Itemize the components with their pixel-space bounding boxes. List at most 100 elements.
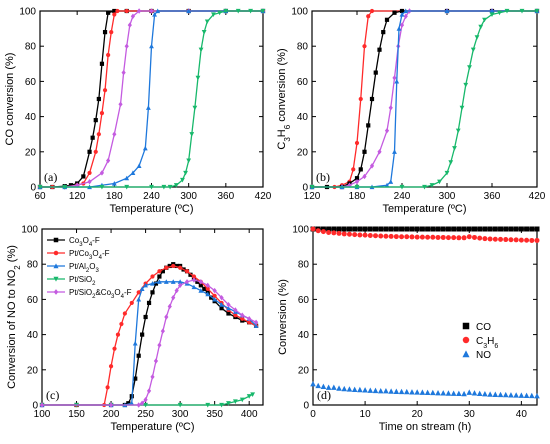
data-point: [189, 132, 195, 137]
data-point: [508, 392, 514, 398]
data-point: [106, 10, 111, 15]
data-point: [482, 236, 488, 242]
data-point: [336, 226, 342, 232]
series-line: [312, 10, 537, 188]
data-point: [534, 237, 540, 243]
data-point: [377, 47, 382, 52]
y-tick-label: 0: [30, 183, 36, 194]
data-point: [534, 226, 540, 232]
x-axis-label: Temperature (ºC): [109, 203, 193, 215]
data-point: [186, 158, 192, 164]
data-point: [157, 274, 162, 279]
data-point: [153, 281, 159, 286]
x-tick-label: 40: [516, 409, 528, 420]
data-point: [247, 316, 252, 322]
series-pt-co3o4-f: [309, 8, 540, 190]
data-point: [399, 8, 405, 14]
series-no: [310, 380, 540, 399]
data-point: [519, 8, 525, 14]
data-point: [354, 179, 360, 185]
data-point: [99, 170, 105, 176]
data-point: [178, 282, 183, 289]
data-point: [444, 8, 450, 14]
data-point: [146, 388, 152, 394]
data-point: [425, 234, 431, 240]
data-point: [378, 226, 384, 232]
data-point: [430, 389, 436, 396]
data-point: [174, 287, 179, 294]
data-point: [177, 402, 183, 408]
series-line: [42, 263, 257, 406]
legend-label: C3H6: [476, 336, 498, 350]
data-point: [369, 8, 375, 14]
legend-marker: [462, 336, 470, 344]
data-point: [487, 226, 493, 232]
data-point: [445, 390, 452, 396]
y-tick-label: 100: [19, 7, 36, 18]
data-point: [99, 184, 105, 190]
legend-label: Pt/SiO2: [69, 275, 96, 287]
series-line: [42, 265, 257, 406]
legend-label: Pt/Co3O4-F: [69, 249, 110, 261]
data-point: [167, 263, 172, 269]
legend-marker: [53, 276, 59, 282]
data-point: [219, 402, 224, 408]
series-co3o4-f: [37, 8, 266, 190]
data-point: [150, 274, 155, 279]
data-point: [503, 237, 509, 243]
data-point: [351, 167, 356, 172]
data-point: [171, 294, 176, 301]
data-point: [239, 397, 245, 403]
data-point: [140, 332, 145, 337]
data-point: [445, 235, 451, 241]
data-point: [471, 226, 477, 232]
data-point: [150, 374, 155, 380]
data-point: [198, 288, 204, 293]
data-point: [112, 346, 117, 351]
y-axis-label: Conversion (%): [277, 279, 289, 355]
x-tick-label: 240: [143, 191, 160, 202]
data-point: [198, 47, 204, 53]
data-point: [167, 303, 172, 310]
data-point: [136, 290, 141, 295]
data-point: [106, 157, 111, 164]
data-point: [435, 389, 441, 396]
series-pt-al2o3: [37, 8, 266, 190]
data-point: [424, 389, 431, 396]
y-tick-label: 100: [292, 225, 309, 236]
data-point: [219, 302, 224, 307]
data-point: [440, 390, 447, 396]
data-point: [136, 353, 141, 358]
x-tick-label: 300: [172, 409, 189, 420]
data-point: [430, 226, 436, 232]
x-tick-label: 400: [241, 409, 258, 420]
series-line: [40, 10, 263, 188]
x-tick-label: 250: [137, 409, 154, 420]
y-tick-label: 20: [27, 365, 39, 376]
data-point: [320, 229, 326, 235]
data-point: [105, 385, 110, 390]
data-point: [383, 388, 389, 394]
data-point: [212, 296, 218, 302]
data-point: [346, 386, 353, 392]
data-point: [403, 13, 408, 19]
data-point: [209, 295, 214, 300]
series-line: [312, 10, 537, 188]
data-point: [518, 237, 524, 243]
data-point: [471, 390, 478, 396]
data-point: [112, 8, 117, 14]
data-point: [404, 234, 410, 240]
data-point: [369, 96, 375, 102]
data-point: [81, 174, 86, 179]
data-point: [130, 13, 136, 19]
data-point: [414, 389, 420, 395]
data-point: [399, 184, 405, 190]
data-point: [112, 131, 117, 137]
data-point: [336, 230, 342, 236]
data-point: [388, 233, 394, 239]
data-point: [219, 294, 224, 301]
data-point: [115, 8, 120, 14]
data-point: [90, 135, 95, 140]
legend-label: Co3O4-F: [69, 236, 100, 248]
